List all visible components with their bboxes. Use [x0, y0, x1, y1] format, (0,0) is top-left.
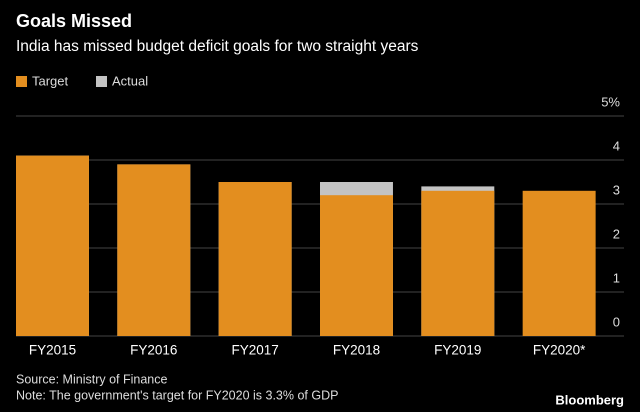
- bar: [320, 195, 393, 336]
- y-tick-label: 5%: [601, 94, 620, 109]
- y-tick-label: 1: [613, 270, 620, 285]
- x-tick-label: FY2020*: [533, 343, 586, 358]
- brand: Bloomberg: [555, 392, 624, 407]
- x-tick-label: FY2017: [231, 343, 278, 358]
- x-tick-label: FY2015: [29, 343, 76, 358]
- bar: [16, 155, 89, 336]
- y-tick-label: 0: [613, 314, 620, 329]
- x-tick-label: FY2019: [434, 343, 481, 358]
- legend-label: Target: [32, 73, 69, 88]
- legend-label: Actual: [112, 73, 148, 88]
- x-tick-label: FY2016: [130, 343, 177, 358]
- chart-subtitle: India has missed budget deficit goals fo…: [16, 38, 419, 55]
- y-tick-label: 4: [613, 138, 620, 153]
- legend-swatch: [96, 76, 107, 87]
- chart-title: Goals Missed: [16, 11, 132, 31]
- bar: [522, 190, 596, 336]
- x-tick-label: FY2018: [333, 343, 380, 358]
- legend-swatch: [16, 76, 27, 87]
- source: Source: Ministry of Finance: [16, 372, 167, 386]
- note: Note: The government's target for FY2020…: [16, 388, 338, 402]
- y-tick-label: 3: [613, 182, 620, 197]
- y-tick-label: 2: [613, 226, 620, 241]
- bar: [117, 164, 191, 336]
- bar: [421, 190, 495, 336]
- bar: [218, 182, 292, 336]
